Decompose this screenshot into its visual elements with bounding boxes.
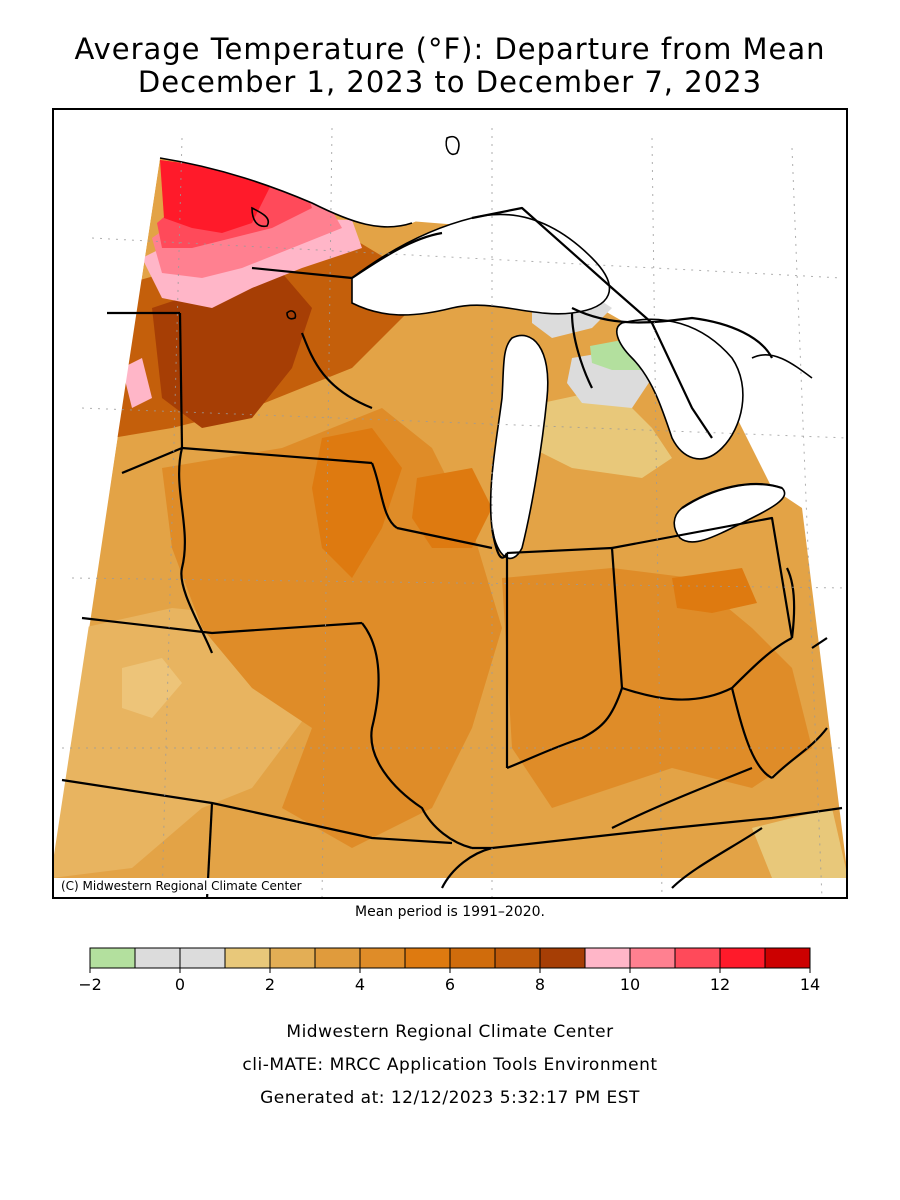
lake-huron: [616, 319, 743, 459]
legend-swatch: [314, 947, 361, 969]
legend-tick-label: 6: [445, 975, 455, 994]
lake-michigan: [490, 335, 548, 559]
legend-tick-label: −2: [80, 975, 102, 994]
legend-tick-label: 8: [535, 975, 545, 994]
region-deep-orange-east: [672, 568, 757, 613]
region-dark-brown: [152, 273, 312, 428]
legend-swatch: [134, 947, 181, 969]
region-lightest-southwest: [122, 658, 182, 718]
coastlines: [159, 135, 813, 560]
legend-swatch: [179, 947, 226, 969]
outside-domain-left: [52, 108, 160, 868]
legend-tick-label: 0: [175, 975, 185, 994]
legend-swatch: [404, 947, 451, 969]
legend-swatch: [629, 947, 676, 969]
legend-swatch: [494, 947, 541, 969]
region-deep-orange-central: [312, 428, 402, 578]
lake-erie: [674, 484, 785, 543]
state-boundaries: [61, 206, 843, 899]
legend-swatch: [584, 947, 631, 969]
legend-swatch: [539, 947, 586, 969]
region-pink-light-west: [122, 358, 152, 408]
region-light-michigan: [532, 388, 672, 478]
legend-tick-label: 2: [265, 975, 275, 994]
map-date-range: December 1, 2023 to December 7, 2023: [137, 65, 763, 99]
graticule: [62, 127, 848, 899]
copyright-label: (C) Midwestern Regional Climate Center: [57, 878, 306, 894]
mean-period-note: Mean period is 1991–2020.: [355, 904, 545, 920]
footer-generated: Generated at: 12/12/2023 5:32:17 PM EST: [260, 1088, 640, 1108]
region-deep-orange-il: [412, 468, 492, 548]
legend-swatch: [719, 947, 766, 969]
color-legend: −2 0 2 4 6 8 10 12 14: [80, 947, 820, 994]
map-title: Average Temperature (°F): Departure from…: [74, 32, 826, 66]
legend-swatch: [269, 947, 316, 969]
legend-swatch: [674, 947, 721, 969]
legend-tick-label: 14: [800, 975, 820, 994]
legend-tick-label: 4: [355, 975, 365, 994]
map-frame: [52, 108, 848, 899]
region-light-southeast: [752, 808, 848, 878]
footer-organization: Midwestern Regional Climate Center: [286, 1022, 614, 1042]
canada-land: [160, 108, 848, 408]
legend-swatch: [359, 947, 406, 969]
outside-domain-right: [792, 108, 848, 878]
footer-tool: cli-MATE: MRCC Application Tools Environ…: [242, 1055, 658, 1075]
temperature-departure-map: [52, 108, 848, 899]
legend-swatch: [89, 947, 136, 969]
legend-tick-label: 12: [710, 975, 730, 994]
legend-swatch: [224, 947, 271, 969]
legend-swatch: [764, 947, 811, 969]
legend-swatch: [449, 947, 496, 969]
legend-tick-label: 10: [620, 975, 640, 994]
